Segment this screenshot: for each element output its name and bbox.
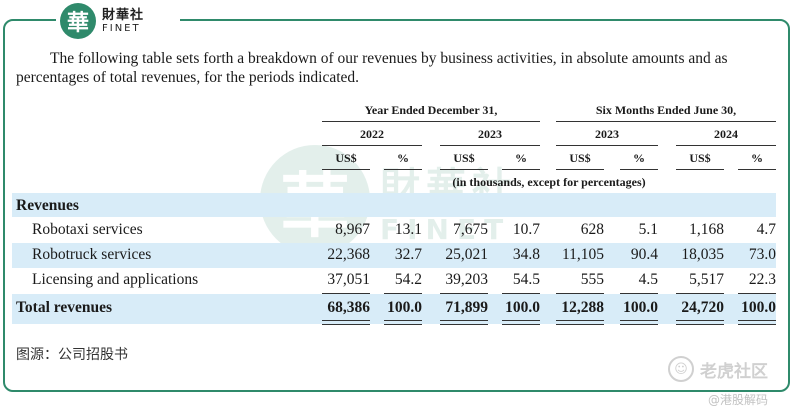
total-cell: 100.0 — [505, 299, 540, 316]
tiger-text: 老虎社区 — [700, 361, 768, 382]
year-rule-2023-h1 — [556, 145, 658, 146]
year-header-2022: 2022 — [360, 127, 384, 141]
table-cell: 13.1 — [394, 221, 422, 238]
year-rule-2024-h1 — [676, 145, 776, 146]
total-cell: 100.0 — [623, 299, 658, 316]
total-double-rule — [502, 320, 540, 325]
total-label: Total revenues — [16, 299, 113, 316]
total-cell: 24,720 — [681, 299, 724, 316]
group-header-six-months: Six Months Ended June 30, — [595, 103, 737, 117]
unit-rule — [384, 169, 422, 170]
table-cell: 18,035 — [681, 246, 724, 263]
source-caption: 图源：公司招股书 — [16, 347, 128, 363]
subtotal-rule — [384, 293, 422, 294]
group-header-annual: Year Ended December 31, — [364, 103, 498, 117]
logo-en: FINET — [102, 22, 141, 34]
subtotal-rule — [738, 293, 776, 294]
unit-header: US$ — [569, 151, 591, 165]
table-cell: 34.8 — [512, 246, 540, 263]
table-cell: 8,967 — [335, 221, 370, 238]
tiger-handle: @港股解码 — [708, 393, 769, 407]
logo-cn: 財華社 — [102, 7, 145, 23]
table-cell: 1,168 — [689, 221, 724, 238]
unit-rule — [322, 169, 370, 170]
total-cell: 100.0 — [387, 299, 422, 316]
unit-rule — [676, 169, 724, 170]
subtotal-rule — [676, 293, 724, 294]
total-cell: 68,386 — [327, 299, 370, 316]
row-label: Licensing and applications — [32, 271, 199, 288]
unit-note: (in thousands, except for percentages) — [452, 175, 646, 189]
subtotal-rule — [620, 293, 658, 294]
unit-header: US$ — [335, 151, 357, 165]
total-cell: 100.0 — [741, 299, 776, 316]
table-cell: 90.4 — [630, 246, 658, 263]
unit-rule — [440, 169, 488, 170]
year-rule-2022 — [322, 145, 422, 146]
table-cell: 25,021 — [445, 246, 488, 263]
unit-header: % — [751, 151, 763, 165]
total-double-rule — [322, 320, 370, 325]
total-double-rule — [738, 320, 776, 325]
unit-header: % — [397, 151, 409, 165]
tiger-community-watermark: ☺ 老虎社区 — [668, 356, 768, 382]
table-cell: 628 — [580, 221, 604, 238]
unit-header: US$ — [689, 151, 711, 165]
finet-logo: 華 財華社 FINET — [56, 0, 180, 42]
intro-paragraph: The following table sets forth a breakdo… — [16, 50, 728, 86]
subtotal-rule — [322, 293, 370, 294]
table-cell: 22,368 — [327, 246, 370, 263]
subtotal-rule — [440, 293, 488, 294]
card-frame — [3, 19, 790, 392]
unit-rule — [556, 169, 604, 170]
unit-rule — [620, 169, 658, 170]
subtotal-rule — [556, 293, 604, 294]
section-band — [12, 193, 776, 217]
total-double-rule — [384, 320, 422, 325]
year-header-2023: 2023 — [478, 127, 502, 141]
year-header-2023-h1: 2023 — [595, 127, 619, 141]
table-cell: 54.2 — [394, 271, 422, 288]
table-cell: 5.1 — [638, 221, 658, 238]
unit-header: US$ — [453, 151, 475, 165]
unit-header: % — [633, 151, 645, 165]
group-rule-six-months — [556, 121, 776, 122]
total-band — [12, 294, 776, 324]
total-double-rule — [620, 320, 658, 325]
total-cell: 12,288 — [561, 299, 604, 316]
section-label-revenues: Revenues — [16, 197, 79, 214]
table-cell: 7,675 — [453, 221, 488, 238]
unit-rule — [738, 169, 776, 170]
table-cell: 32.7 — [394, 246, 422, 263]
table-cell: 555 — [580, 271, 604, 288]
total-double-rule — [440, 320, 488, 325]
year-rule-2023 — [440, 145, 540, 146]
unit-header: % — [515, 151, 527, 165]
table-cell: 54.5 — [512, 271, 540, 288]
table-cell: 22.3 — [748, 271, 776, 288]
finet-logo-icon: 華 — [60, 3, 96, 39]
total-double-rule — [676, 320, 724, 325]
table-cell: 39,203 — [445, 271, 488, 288]
row-band — [12, 243, 776, 268]
row-label: Robotaxi services — [32, 221, 143, 238]
total-double-rule — [556, 320, 604, 325]
table-cell: 11,105 — [561, 246, 604, 263]
table-cell: 5,517 — [689, 271, 724, 288]
table-cell: 4.7 — [756, 221, 776, 238]
tiger-icon: ☺ — [668, 356, 694, 382]
year-header-2024-h1: 2024 — [714, 127, 738, 141]
unit-rule — [502, 169, 540, 170]
row-label: Robotruck services — [32, 246, 152, 263]
finet-logo-text: 財華社 FINET — [102, 9, 144, 34]
total-cell: 71,899 — [445, 299, 488, 316]
table-cell: 10.7 — [512, 221, 540, 238]
table-cell: 73.0 — [748, 246, 776, 263]
group-rule-annual — [322, 121, 540, 122]
table-cell: 37,051 — [327, 271, 370, 288]
table-cell: 4.5 — [638, 271, 658, 288]
subtotal-rule — [502, 293, 540, 294]
